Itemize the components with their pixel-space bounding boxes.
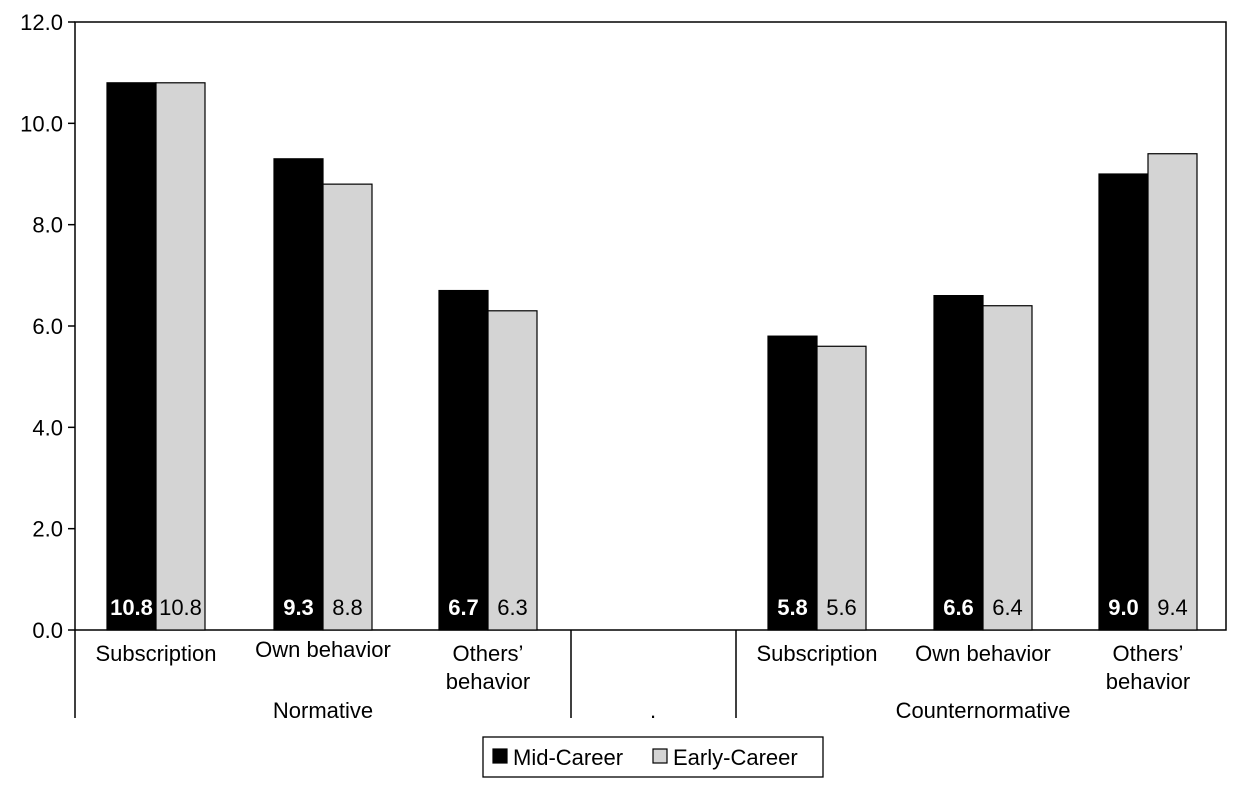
- bar-mid-career: [106, 82, 157, 631]
- legend-label: Mid-Career: [513, 745, 623, 770]
- group-label: Normative: [273, 698, 373, 723]
- bar-mid-career: [1098, 173, 1149, 631]
- y-tick-label: 10.0: [20, 111, 63, 136]
- category-label: Own behavior: [915, 641, 1051, 666]
- category-label: Others’ behavior: [1106, 641, 1190, 694]
- bar-value-label: 6.6: [943, 595, 974, 620]
- bar-value-label: 10.8: [110, 595, 153, 620]
- bar-mid-career: [438, 289, 489, 631]
- bar-mid-career: [767, 335, 818, 631]
- y-tick-label: 8.0: [32, 213, 63, 238]
- bar-early-career: [816, 345, 867, 631]
- bar-value-label: 6.4: [992, 595, 1023, 620]
- category-label: Subscription: [756, 641, 877, 666]
- bar-mid-career: [933, 295, 984, 631]
- bar-value-label: 9.3: [283, 595, 314, 620]
- group-label: Counternormative: [896, 698, 1071, 723]
- legend-item-mid-career: Mid-Career: [492, 745, 623, 770]
- bar-value-label: 6.3: [497, 595, 528, 620]
- bar-early-career: [1147, 153, 1198, 631]
- bar-value-label: 9.0: [1108, 595, 1139, 620]
- category-label: Subscription: [95, 641, 216, 666]
- legend-swatch: [652, 748, 668, 764]
- y-tick-label: 0.0: [32, 618, 63, 643]
- category-label: Others’ behavior: [446, 641, 530, 694]
- y-tick-label: 4.0: [32, 415, 63, 440]
- bar-value-label: 9.4: [1157, 595, 1188, 620]
- bar-value-label: 8.8: [332, 595, 363, 620]
- bar-early-career: [322, 183, 373, 631]
- legend-swatch: [492, 748, 508, 764]
- y-tick-label: 12.0: [20, 10, 63, 35]
- y-tick-label: 6.0: [32, 314, 63, 339]
- bar-mid-career: [273, 158, 324, 631]
- y-tick-label: 2.0: [32, 517, 63, 542]
- bar-value-label: 5.8: [777, 595, 808, 620]
- legend-item-early-career: Early-Career: [652, 745, 798, 770]
- bar-early-career: [487, 310, 538, 631]
- bar-value-label: 5.6: [826, 595, 857, 620]
- bar-value-label: 10.8: [159, 595, 202, 620]
- category-label: Own behavior: [255, 637, 391, 662]
- bar-value-label: 6.7: [448, 595, 479, 620]
- plot-frame: [74, 21, 1227, 631]
- legend-label: Early-Career: [673, 745, 798, 770]
- bar-early-career: [155, 82, 206, 631]
- bar-early-career: [982, 305, 1033, 631]
- group-label: .: [650, 698, 656, 723]
